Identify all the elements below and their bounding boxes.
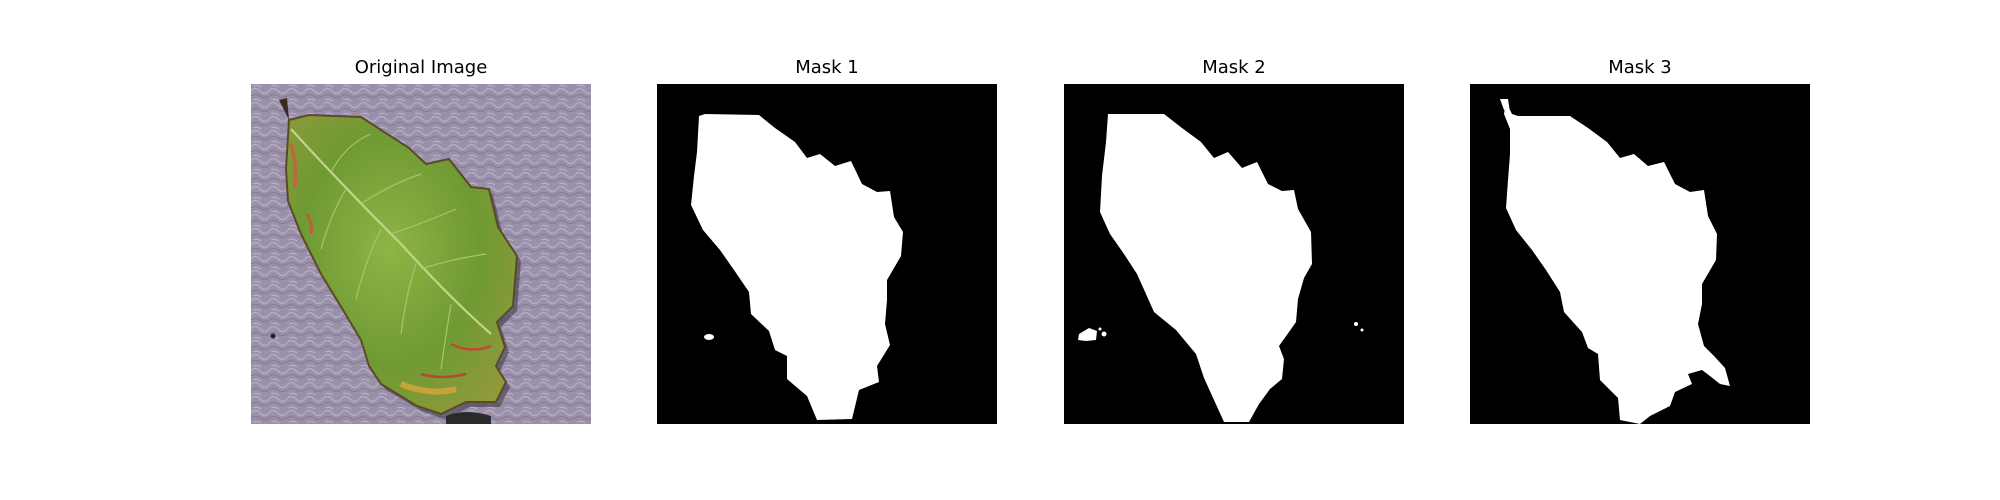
mask-2-title: Mask 2 <box>1202 57 1266 78</box>
mask-1-title: Mask 1 <box>795 57 859 78</box>
mask-2-image <box>1064 84 1404 424</box>
mask-3-title: Mask 3 <box>1608 57 1672 78</box>
mask-2-region <box>1100 114 1312 422</box>
mask-1-region <box>691 114 903 420</box>
mask-1-image <box>657 84 997 424</box>
original-image-title: Original Image <box>354 57 488 78</box>
mask-3-region <box>1504 102 1730 424</box>
original-image <box>251 84 591 424</box>
leaf-shape <box>284 113 519 416</box>
mask-3-image <box>1470 84 1810 424</box>
